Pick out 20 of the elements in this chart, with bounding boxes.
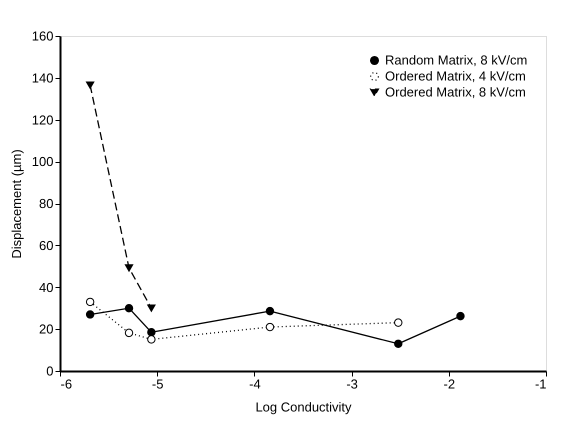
y-tick-label: 20 [39, 322, 54, 337]
x-tick-label: -1 [534, 376, 546, 392]
x-axis-title: Log Conductivity [255, 400, 352, 414]
legend-label: Ordered Matrix, 4 kV/cm [385, 68, 526, 84]
legend-label: Ordered Matrix, 8 kV/cm [385, 84, 526, 100]
y-tick-label: 80 [39, 196, 54, 211]
legend-label: Random Matrix, 8 kV/cm [385, 52, 528, 68]
x-tick-label: -3 [346, 376, 358, 392]
x-tick-label: -2 [444, 376, 456, 392]
x-tick-label: -5 [152, 376, 164, 392]
y-tick-label: 60 [39, 238, 54, 253]
y-tick-label: 160 [32, 28, 54, 44]
y-tick-label: 0 [46, 364, 54, 378]
x-tick-label: -6 [60, 376, 72, 392]
y-tick-label: 100 [32, 154, 54, 170]
y-tick-label: 120 [32, 112, 54, 128]
y-tick-label: 140 [32, 70, 54, 86]
y-axis-title: Displacement (µm) [8, 149, 24, 259]
y-tick-label: 40 [39, 280, 54, 295]
x-tick-label: -4 [249, 376, 261, 392]
